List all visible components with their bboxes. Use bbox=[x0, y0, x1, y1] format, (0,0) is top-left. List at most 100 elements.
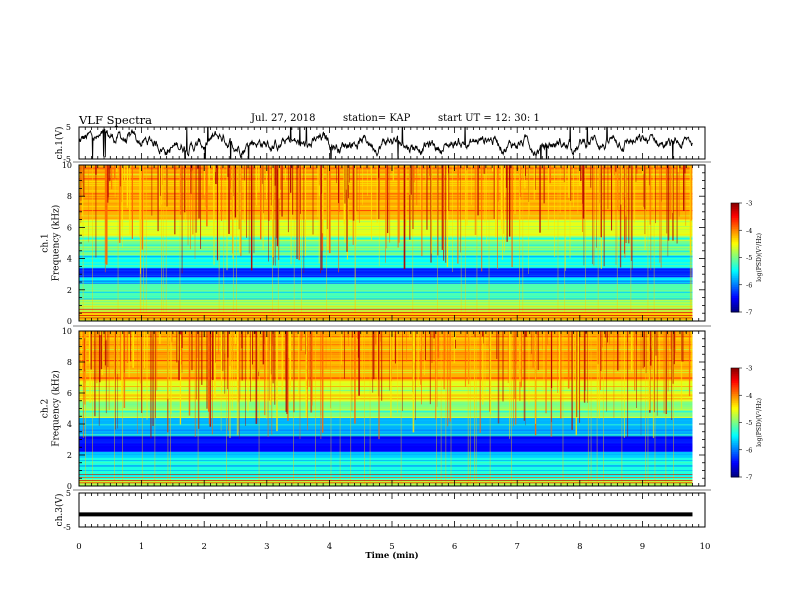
colorbar-swatch bbox=[731, 264, 739, 268]
colorbar-swatch bbox=[731, 310, 739, 313]
y-tick-label: -5 bbox=[63, 155, 71, 164]
ch1-spectrogram-panel: 0 2 4 6 8 10 ch.1 Frequency (kHz) bbox=[41, 161, 706, 326]
colorbar-swatch bbox=[731, 409, 739, 413]
ch2-spectrogram-frame bbox=[78, 330, 706, 487]
y-tick-label: 10 bbox=[62, 161, 72, 170]
colorbar-swatch bbox=[731, 447, 739, 451]
y-tick-label: 2 bbox=[67, 286, 72, 295]
y-tick-label: -5 bbox=[63, 523, 71, 532]
chart-title: VLF Spectra bbox=[79, 113, 153, 127]
colorbar-swatch bbox=[731, 391, 739, 394]
colorbar-swatch bbox=[731, 257, 739, 260]
y-tick-label: 5 bbox=[66, 123, 71, 132]
colorbar-swatch bbox=[731, 473, 739, 476]
colorbar-swatch bbox=[731, 462, 739, 465]
colorbar-swatch bbox=[731, 217, 739, 220]
colorbar-swatch bbox=[731, 306, 739, 309]
colorbar-swatch bbox=[731, 203, 739, 206]
colorbar-swatch bbox=[731, 270, 739, 273]
spectrogram-band bbox=[79, 451, 693, 459]
colorbar-swatch bbox=[731, 302, 739, 306]
colorbar-swatch bbox=[731, 281, 739, 284]
colorbar-tick-label: -3 bbox=[746, 365, 752, 373]
colorbar-tick-label: -5 bbox=[746, 419, 752, 427]
colorbar-swatch bbox=[731, 230, 739, 233]
colorbar-swatch bbox=[731, 460, 739, 463]
colorbar-swatch bbox=[731, 204, 739, 208]
colorbar-swatch bbox=[731, 290, 739, 293]
colorbar-swatch bbox=[731, 378, 739, 382]
colorbar-swatch bbox=[731, 284, 739, 288]
colorbar-swatch bbox=[731, 406, 739, 409]
colorbar-swatch bbox=[731, 444, 739, 447]
colorbar-swatch bbox=[731, 272, 739, 275]
ch1-ylabel: ch.1(V) bbox=[54, 127, 65, 160]
colorbar-swatch bbox=[731, 417, 739, 420]
y-tick-label: 4 bbox=[67, 255, 72, 264]
colorbar-swatch bbox=[731, 248, 739, 251]
colorbar-tick-label: -4 bbox=[746, 392, 752, 400]
y-tick-label: 8 bbox=[67, 358, 72, 367]
colorbar-swatch bbox=[731, 438, 739, 442]
colorbar-swatch bbox=[731, 458, 739, 462]
colorbar-swatch bbox=[731, 427, 739, 431]
spectrogram-band bbox=[79, 277, 693, 284]
colorbar-swatch bbox=[731, 457, 739, 460]
colorbar-swatch bbox=[731, 273, 739, 277]
ch2-ylabel-line: Frequency (kHz) bbox=[51, 370, 62, 447]
y-tick-label: 0 bbox=[67, 482, 72, 491]
colorbar-label: log(PSD)(V²/Hz) bbox=[756, 398, 763, 447]
colorbar-swatch bbox=[731, 368, 739, 371]
colorbar-swatch bbox=[731, 277, 739, 280]
colorbar-swatch bbox=[731, 395, 739, 398]
spectrogram-band bbox=[79, 458, 693, 480]
y-tick-label: 8 bbox=[67, 192, 72, 201]
colorbar-swatch bbox=[731, 233, 739, 237]
colorbar-swatch bbox=[731, 253, 739, 257]
colorbar-swatch bbox=[731, 373, 739, 376]
spectrogram-band bbox=[79, 436, 693, 452]
ch1-ylabel-line: ch.1 bbox=[41, 233, 51, 252]
colorbar-tick-label: -6 bbox=[746, 281, 752, 289]
y-tick-label: 6 bbox=[67, 389, 72, 398]
ch3-ylabel-line: ch.3(V) bbox=[54, 494, 65, 527]
colorbar-swatch bbox=[731, 437, 739, 440]
colorbar-swatch bbox=[731, 301, 739, 304]
colorbar-swatch bbox=[731, 384, 739, 387]
colorbar-swatch bbox=[731, 215, 739, 219]
colorbar-swatch bbox=[731, 212, 739, 215]
x-tick-label: 7 bbox=[514, 542, 519, 552]
colorbar-swatch bbox=[731, 435, 739, 438]
colorbar-swatch bbox=[731, 286, 739, 289]
colorbar-swatch bbox=[731, 250, 739, 253]
colorbar-swatch bbox=[731, 413, 739, 416]
y-tick-label: 5 bbox=[66, 489, 71, 498]
colorbar-swatch bbox=[731, 242, 739, 246]
x-tick-label: 8 bbox=[577, 542, 582, 552]
colorbar-swatch bbox=[731, 228, 739, 231]
colorbar-swatch bbox=[731, 402, 739, 405]
colorbar-swatch bbox=[731, 398, 739, 402]
colorbar-swatch bbox=[731, 246, 739, 249]
colorbar-swatch bbox=[731, 304, 739, 308]
x-tick-label: 2 bbox=[201, 542, 206, 552]
colorbar-swatch bbox=[731, 400, 739, 404]
y-tick-label: 4 bbox=[67, 420, 72, 429]
ch2-ylabel-line: ch.2 bbox=[41, 399, 51, 418]
colorbar-swatch bbox=[731, 387, 739, 391]
spectrogram-band bbox=[79, 283, 693, 300]
colorbar-swatch bbox=[731, 239, 739, 242]
colorbar-swatch bbox=[731, 380, 739, 384]
colorbar-swatch bbox=[731, 279, 739, 282]
colorbar-label-group: log(PSD)(V²/Hz) bbox=[756, 233, 763, 282]
spectrogram-band bbox=[79, 267, 693, 278]
colorbar-swatch bbox=[731, 420, 739, 423]
colorbar-swatch bbox=[731, 426, 739, 429]
colorbar-swatch bbox=[731, 308, 739, 311]
colorbar-swatch bbox=[731, 213, 739, 217]
x-tick-label: 9 bbox=[640, 542, 645, 552]
colorbar-swatch bbox=[731, 446, 739, 449]
x-tick-label: 1 bbox=[139, 542, 144, 552]
colorbar-swatch bbox=[731, 235, 739, 239]
